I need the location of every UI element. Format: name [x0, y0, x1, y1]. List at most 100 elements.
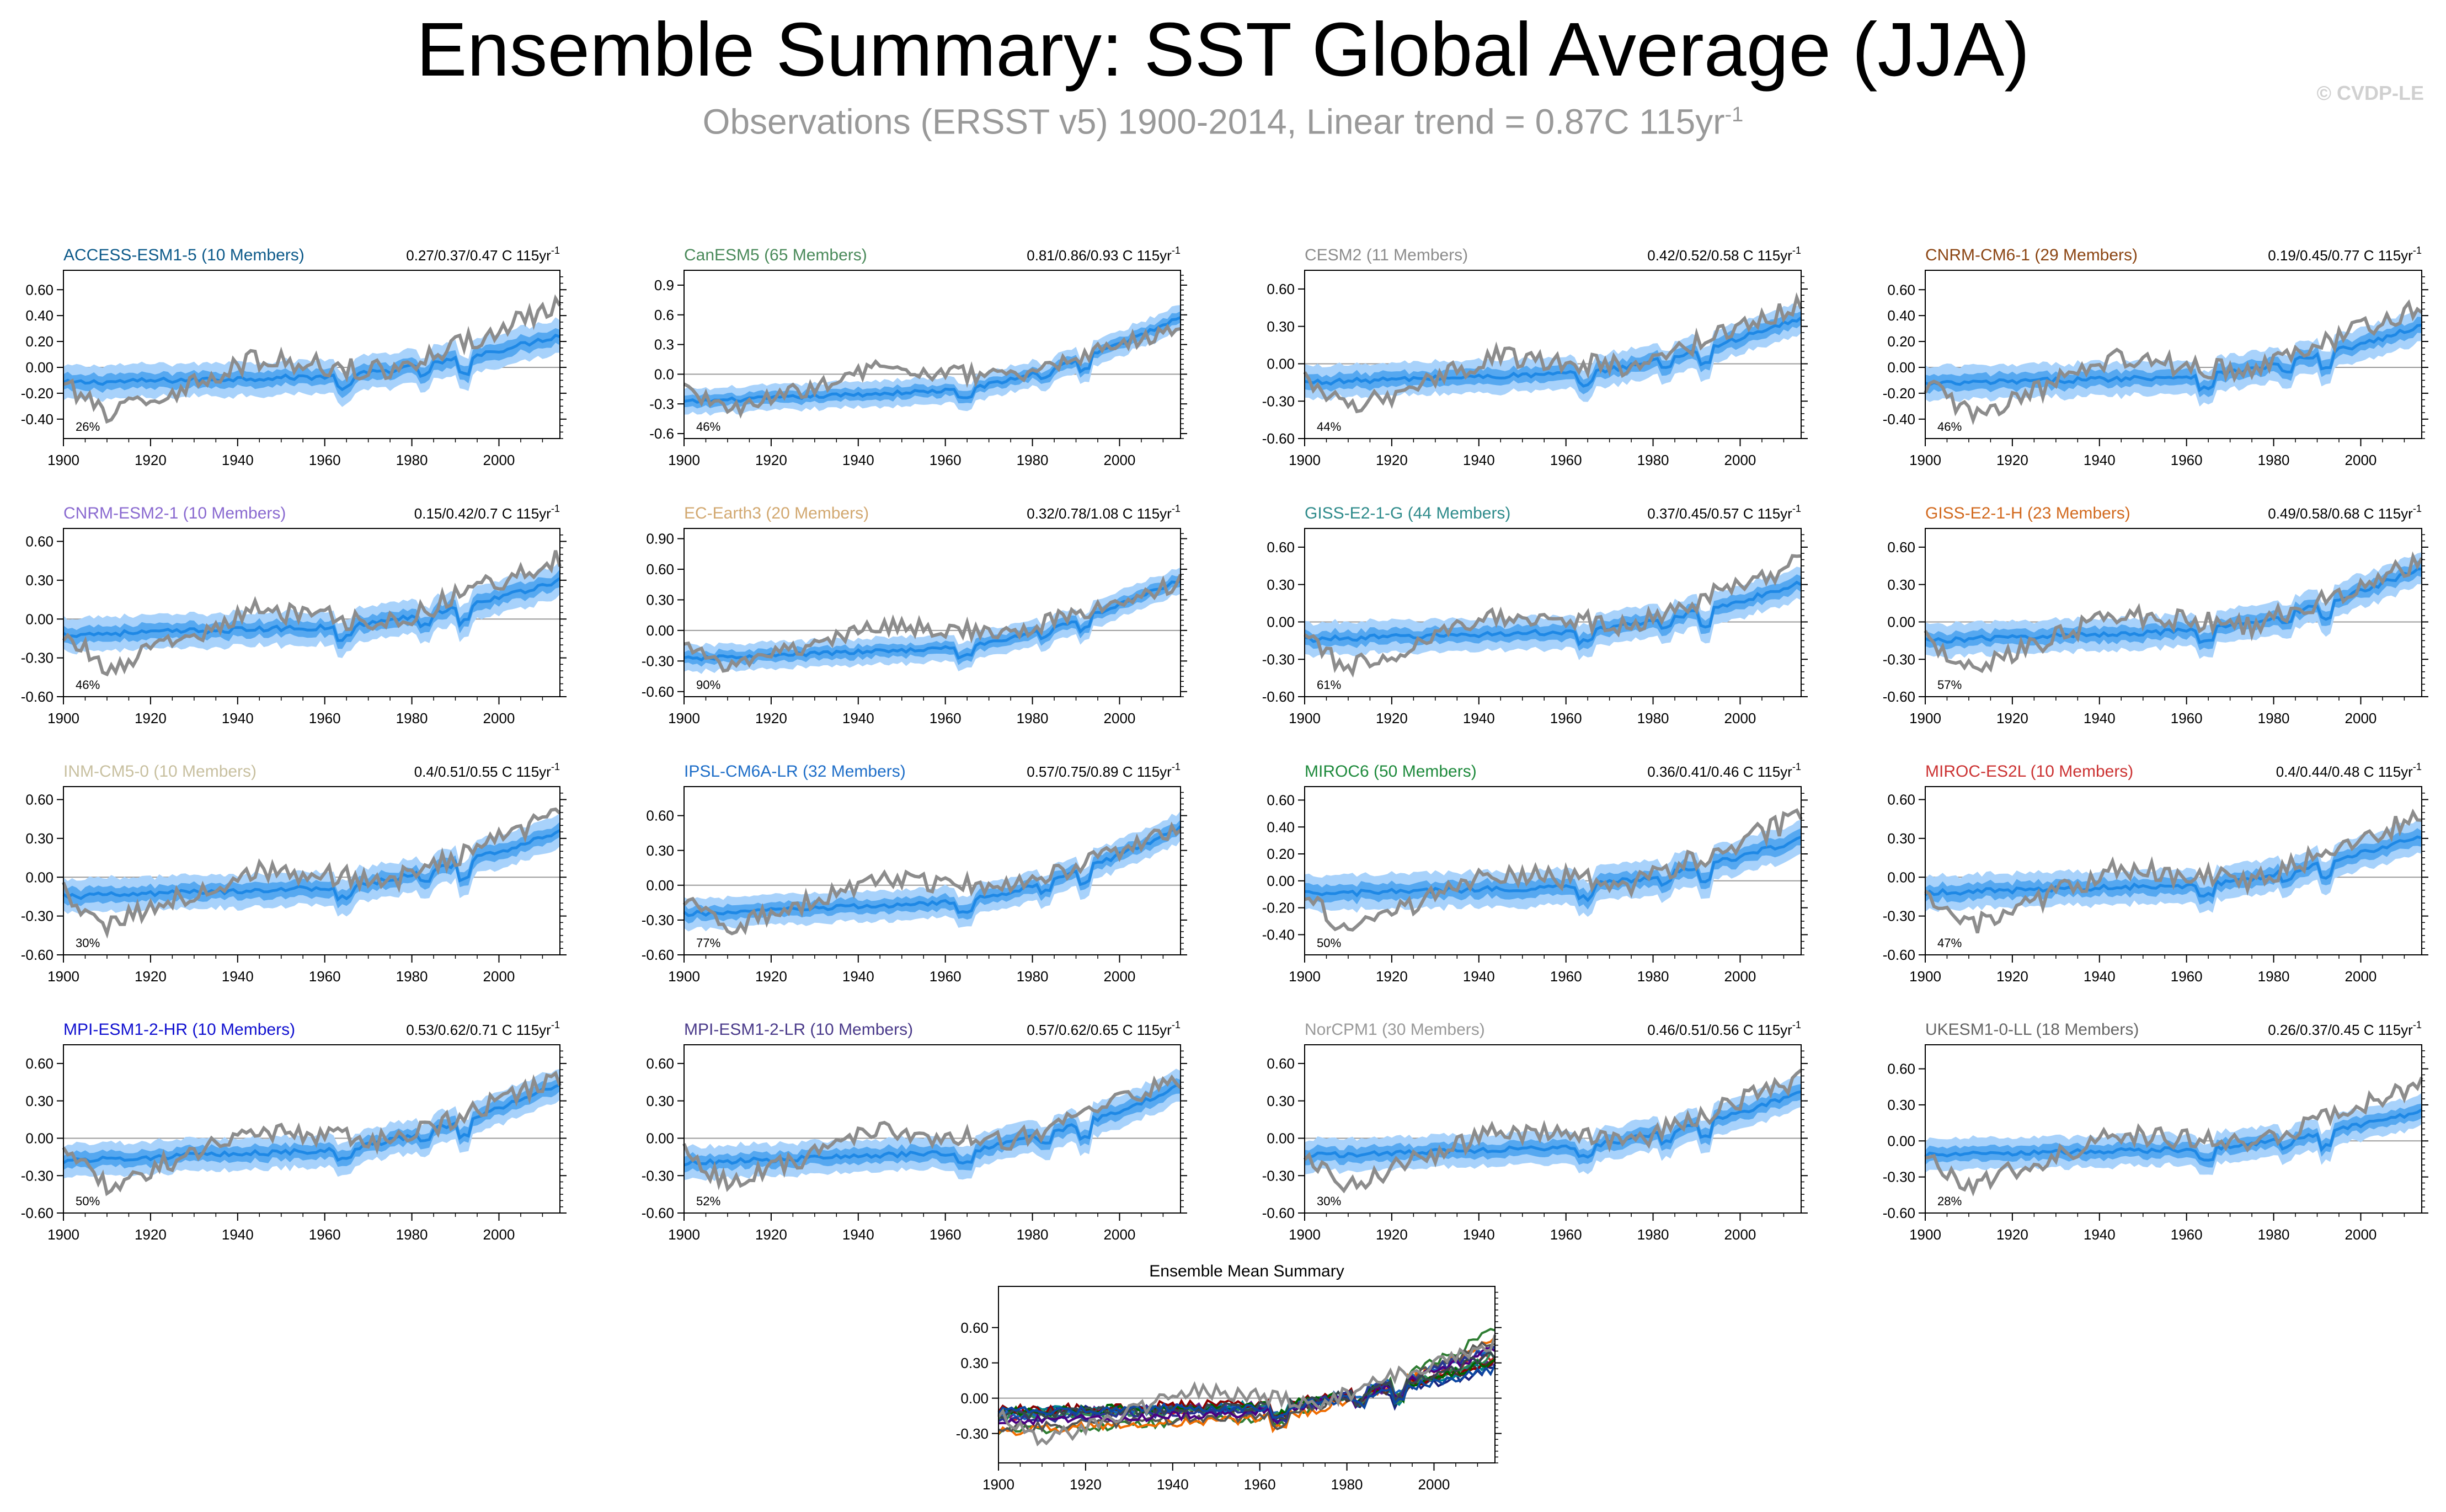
- xtick-label: 1920: [755, 710, 787, 726]
- ytick-label: 0.30: [1887, 830, 1915, 847]
- ytick-label: 0.3: [654, 336, 674, 353]
- trend-text: 0.46/0.51/0.56 C 115yr-1: [1647, 1019, 1801, 1038]
- percent-label: 46%: [696, 420, 720, 434]
- ytick-label: 0.40: [1267, 819, 1295, 835]
- obs-line: [1924, 551, 2423, 674]
- ytick-label: -0.30: [1883, 1169, 1915, 1185]
- xtick-label: 1900: [982, 1476, 1014, 1493]
- trend-superscript: -1: [1172, 1019, 1181, 1030]
- trend-superscript: -1: [2413, 761, 2422, 772]
- ytick-label: 0.60: [25, 281, 54, 298]
- xtick-label: 1900: [1909, 452, 1941, 468]
- xtick-label: 1920: [135, 968, 167, 985]
- ytick-label: -0.60: [21, 1205, 54, 1221]
- ensemble-mean-line: [1304, 835, 1802, 902]
- ensemble-mean-line: [1304, 580, 1802, 647]
- ytick-label: 0.60: [1887, 539, 1915, 555]
- panel-11: MIROC-ES2L (10 Members) 0.4/0.44/0.48 C 1…: [1883, 761, 2428, 985]
- ytick-label: 0.00: [1887, 869, 1915, 885]
- percent-label: 90%: [696, 678, 720, 692]
- ytick-label: -0.60: [21, 688, 54, 705]
- xtick-label: 1900: [1909, 968, 1941, 985]
- xtick-label: 1920: [1996, 968, 2028, 985]
- panel-0: ACCESS-ESM1-5 (10 Members) 0.27/0.37/0.47…: [21, 245, 567, 468]
- ytick-label: -0.60: [1883, 947, 1915, 963]
- trend-text: 0.36/0.41/0.46 C 115yr-1: [1647, 761, 1801, 780]
- panel-title: ACCESS-ESM1-5 (10 Members): [63, 246, 305, 264]
- ensemble-iqr-band: [1305, 311, 1801, 394]
- ytick-label: -0.60: [642, 1205, 674, 1221]
- xtick-label: 1980: [2258, 968, 2290, 985]
- panel-title: MIROC6 (50 Members): [1305, 762, 1477, 781]
- ytick-label: -0.30: [1262, 651, 1295, 667]
- ensemble-mean-line: [1925, 323, 2422, 392]
- ensemble-mean-line: [62, 333, 560, 392]
- trend-text: 0.42/0.52/0.58 C 115yr-1: [1647, 245, 1801, 264]
- xtick-label: 1920: [1996, 710, 2028, 726]
- xtick-label: 1980: [1637, 1226, 1669, 1243]
- trend-text: 0.49/0.58/0.68 C 115yr-1: [2268, 503, 2422, 522]
- trend-superscript: -1: [2413, 503, 2422, 514]
- xtick-label: 1920: [755, 968, 787, 985]
- trend-text: 0.53/0.62/0.71 C 115yr-1: [406, 1019, 560, 1038]
- xtick-label: 1920: [1996, 452, 2028, 468]
- xtick-label: 1940: [2084, 968, 2116, 985]
- ytick-label: 0.60: [1887, 792, 1915, 808]
- xtick-label: 2000: [2345, 968, 2377, 985]
- ytick-label: 0.60: [960, 1319, 989, 1336]
- panel-title: CESM2 (11 Members): [1305, 246, 1468, 264]
- obs-line: [1924, 808, 2422, 934]
- ytick-label: 0.00: [1267, 356, 1295, 372]
- xtick-label: 2000: [2345, 452, 2377, 468]
- trend-text: 0.4/0.51/0.55 C 115yr-1: [414, 761, 560, 780]
- ensemble-range-band: [1305, 567, 1801, 660]
- panel-8: INM-CM5-0 (10 Members) 0.4/0.51/0.55 C 11…: [21, 761, 567, 985]
- trend-superscript: -1: [1172, 503, 1181, 514]
- ytick-label: 0.60: [25, 1055, 54, 1072]
- obs-line: [683, 323, 1181, 419]
- xtick-label: 1940: [1463, 1226, 1495, 1243]
- xtick-label: 1980: [1637, 452, 1669, 468]
- xtick-label: 1960: [1244, 1476, 1276, 1493]
- panel-16: Ensemble Mean Summary 0.60 0.30 0.00 -0.30 19…: [956, 1262, 1502, 1493]
- obs-line: [1924, 299, 2423, 425]
- xtick-label: 1920: [755, 452, 787, 468]
- xtick-label: 1900: [668, 452, 700, 468]
- xtick-label: 1900: [1289, 710, 1321, 726]
- obs-line: [62, 550, 562, 677]
- xtick-label: 1980: [1017, 452, 1049, 468]
- ensemble-range-band: [1925, 309, 2422, 407]
- ytick-label: 0.60: [1887, 281, 1915, 298]
- ytick-label: 0.00: [1267, 614, 1295, 631]
- panel-2: CESM2 (11 Members) 0.42/0.52/0.58 C 115yr…: [1262, 245, 1808, 468]
- ytick-label: 0.60: [25, 533, 54, 550]
- panel-14: NorCPM1 (30 Members) 0.46/0.51/0.56 C 115…: [1262, 1019, 1808, 1243]
- ytick-label: -0.30: [642, 1167, 674, 1184]
- ytick-label: -0.30: [21, 908, 54, 925]
- panel-10: MIROC6 (50 Members) 0.36/0.41/0.46 C 115y…: [1262, 761, 1808, 985]
- ytick-label: -0.40: [21, 411, 54, 428]
- panel-title: UKESM1-0-LL (18 Members): [1925, 1021, 2139, 1039]
- plot-frame: [1925, 528, 2422, 697]
- ensemble-iqr-band: [63, 1077, 560, 1170]
- xtick-label: 2000: [2345, 1226, 2377, 1243]
- trend-text: 0.26/0.37/0.45 C 115yr-1: [2268, 1019, 2422, 1038]
- xtick-label: 1960: [1550, 452, 1582, 468]
- xtick-label: 2000: [1104, 968, 1136, 985]
- percent-label: 50%: [76, 1194, 100, 1208]
- ytick-label: -0.20: [21, 385, 54, 402]
- ytick-label: -0.30: [1262, 1167, 1295, 1184]
- xtick-label: 1960: [309, 452, 341, 468]
- plot-frame: [1304, 1044, 1802, 1214]
- ytick-label: -0.60: [642, 947, 674, 963]
- xtick-label: 1900: [47, 1226, 79, 1243]
- ensemble-iqr-band: [1305, 574, 1801, 651]
- xtick-label: 1960: [1550, 1226, 1582, 1243]
- summary-line-ukesm1-0-ll: [997, 1364, 1496, 1419]
- ytick-label: 0.30: [25, 572, 54, 589]
- xtick-label: 1900: [1289, 968, 1321, 985]
- xtick-label: 1920: [135, 710, 167, 726]
- xtick-label: 2000: [483, 1226, 515, 1243]
- xtick-label: 1940: [1157, 1476, 1189, 1493]
